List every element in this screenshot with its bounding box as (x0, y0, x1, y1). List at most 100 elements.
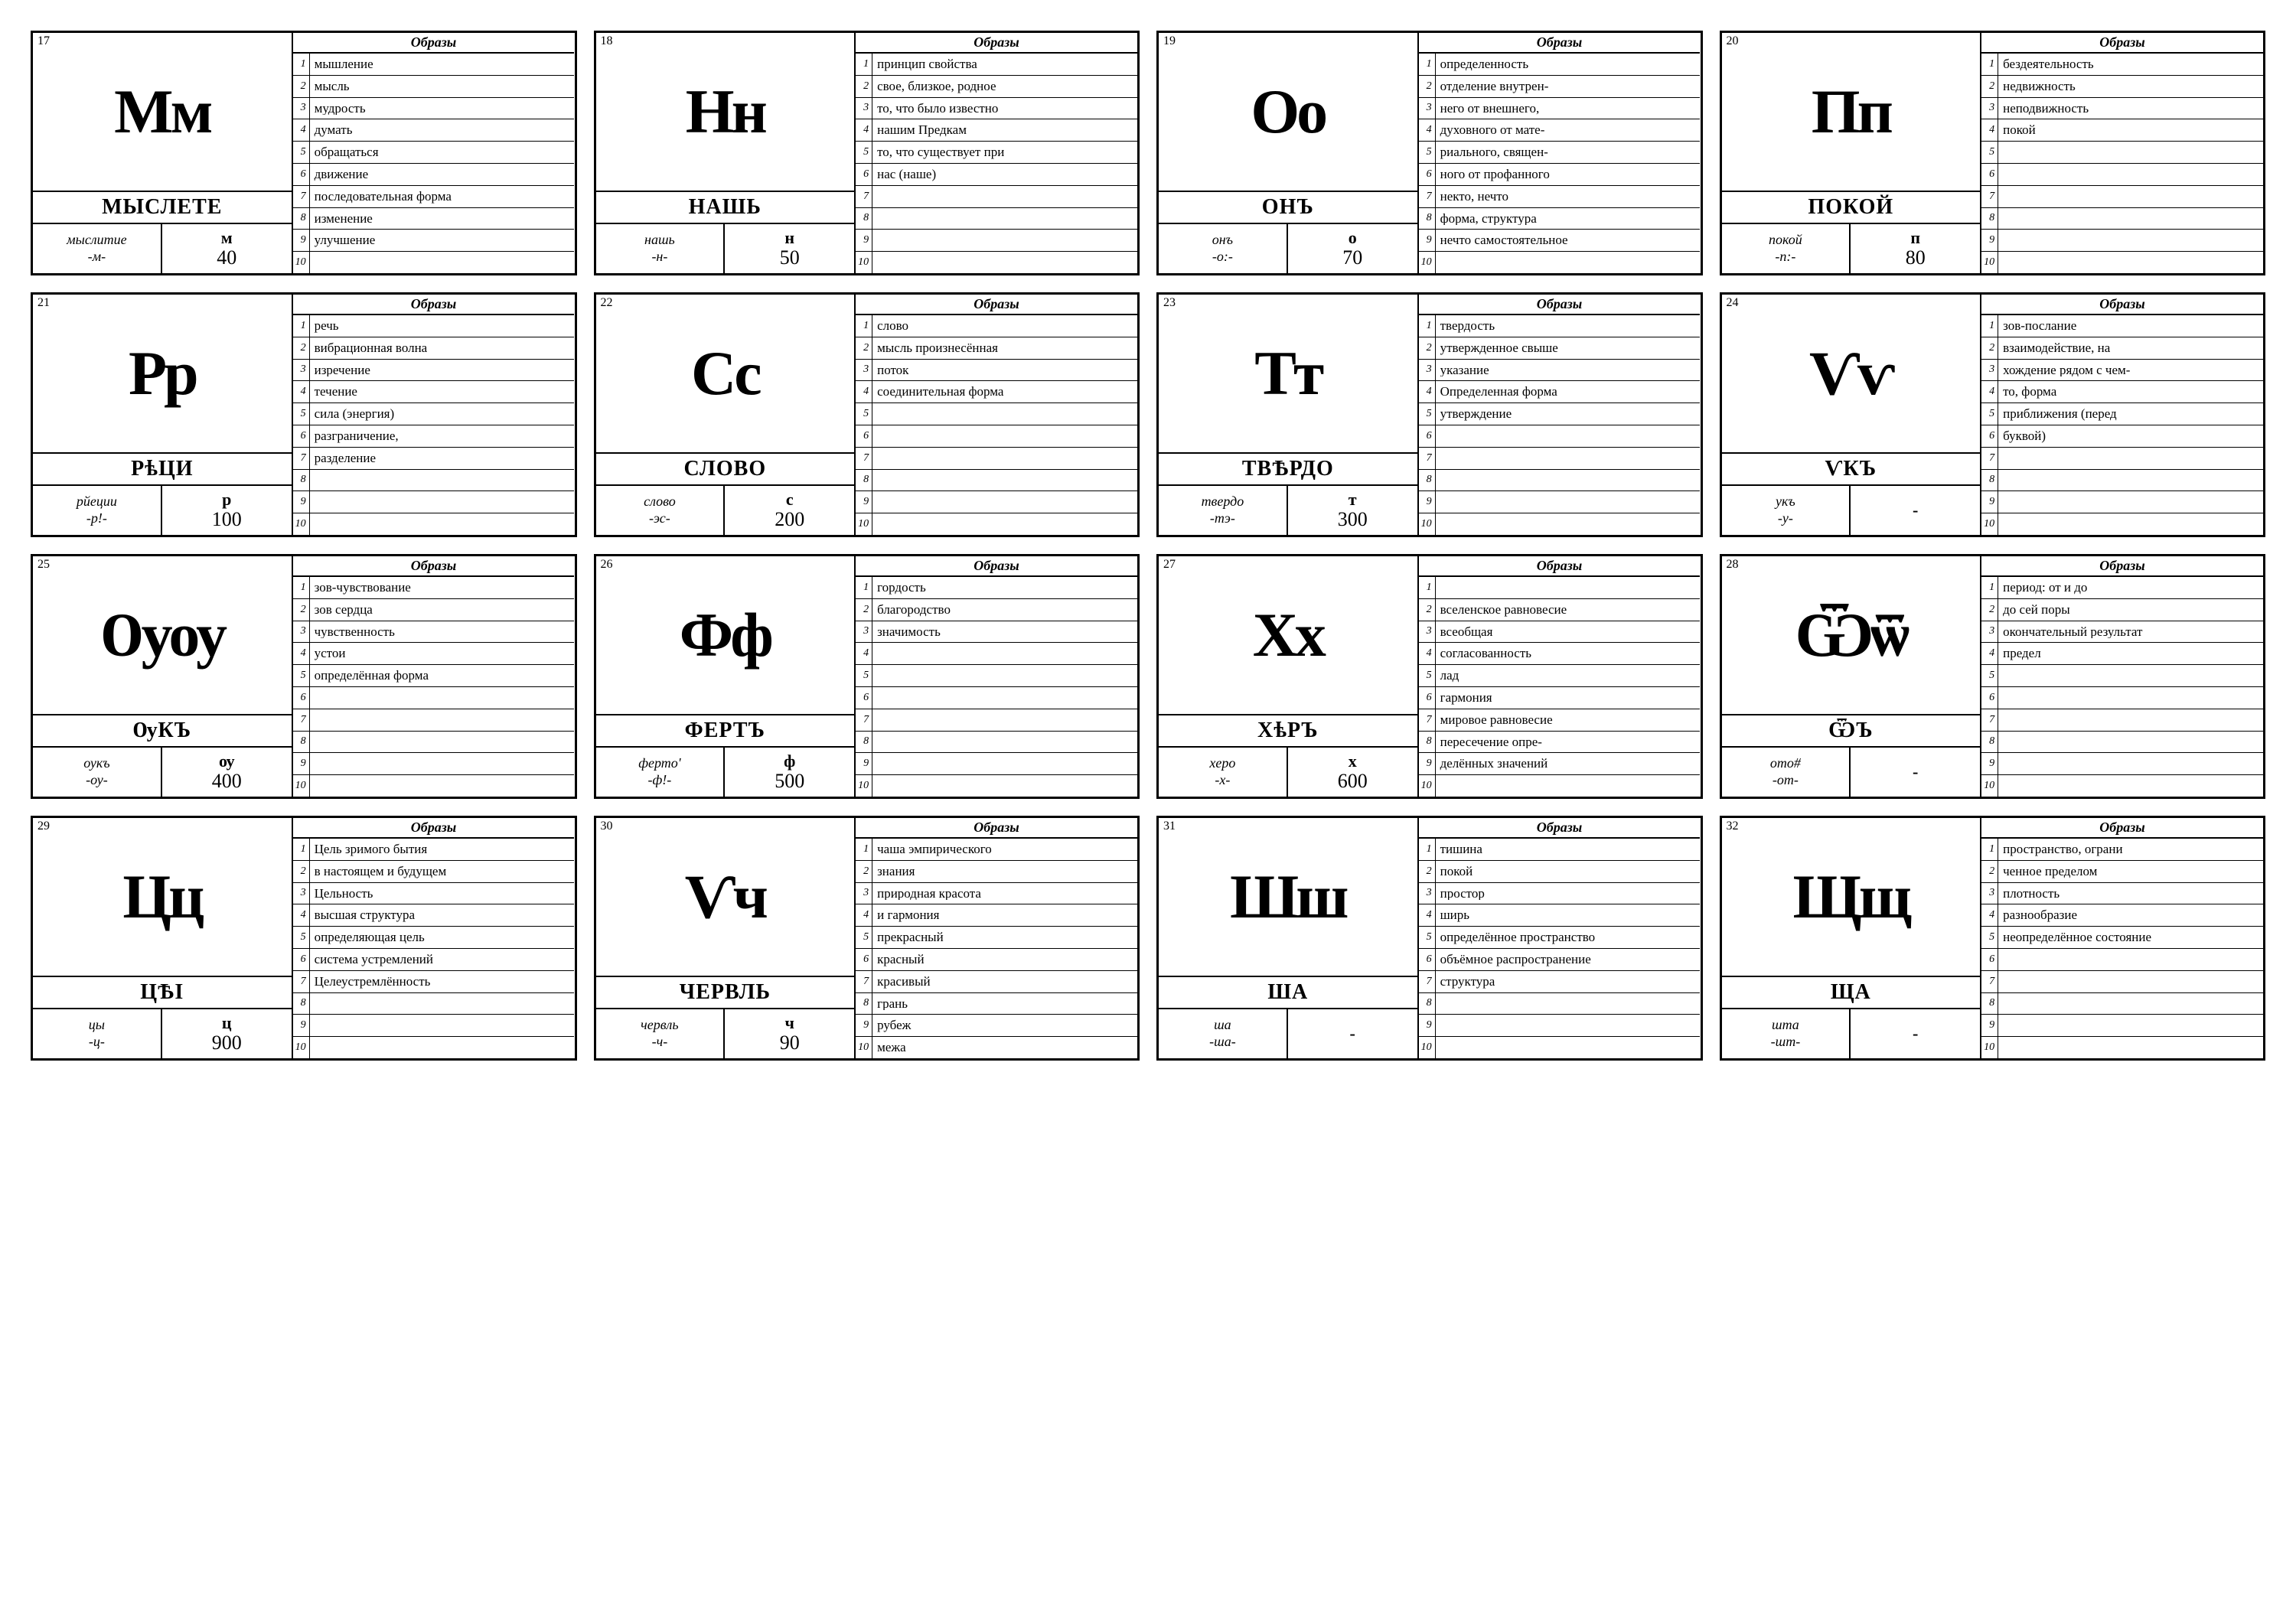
meaning-row: 7 (1981, 709, 2263, 732)
meaning-row: 4разнообразие (1981, 904, 2263, 927)
meaning-index: 5 (1419, 665, 1436, 686)
name-box: СЛОВО (596, 454, 855, 486)
letter-card: 20ПпПОКОЙпокой-п:-п80Образы1бездеятельно… (1720, 31, 2266, 275)
meaning-row: 9 (1981, 491, 2263, 513)
meaning-index: 10 (856, 775, 872, 797)
meaning-index: 7 (1981, 448, 1998, 469)
meanings-panel: Образы1чаша эмпирического2знания3природн… (856, 818, 1137, 1058)
meaning-index: 9 (1981, 230, 1998, 251)
letter-name: РѣЦИ (131, 457, 193, 481)
numeric-value: 90 (780, 1032, 800, 1054)
meaning-row: 1мышление (293, 54, 575, 76)
meaning-row: 1твердость (1419, 315, 1701, 337)
numeric-box: - (1851, 748, 1980, 797)
glyph: Нн (686, 80, 765, 143)
meaning-index: 4 (293, 643, 310, 664)
meaning-row: 2вселенское равновесие (1419, 599, 1701, 621)
meaning-index: 5 (293, 142, 310, 163)
meaning-row: 5 (1981, 665, 2263, 687)
meaning-row: 7 (1981, 971, 2263, 993)
meaning-row: 5определяющая цель (293, 927, 575, 949)
meaning-text: принцип свойства (872, 57, 1137, 71)
meaning-text: ширь (1436, 908, 1701, 922)
meaning-row: 3хождение рядом с чем- (1981, 360, 2263, 382)
meaning-text: покой (1998, 123, 2263, 137)
card-left: ШшШАша-ша-- (1159, 818, 1419, 1058)
meaning-text: чувственность (310, 625, 575, 639)
meaning-index: 4 (856, 643, 872, 664)
meanings-panel: Образы1определенность2отделение внутрен-… (1419, 33, 1701, 273)
meaning-index: 5 (1981, 665, 1998, 686)
meaning-row: 6 (293, 687, 575, 709)
pronunciation-box: рйеции-р!- (33, 486, 162, 535)
meaning-text: вселенское равновесие (1436, 603, 1701, 617)
meaning-row: 1принцип свойства (856, 54, 1137, 76)
meaning-row: 2свое, близкое, родное (856, 76, 1137, 98)
meaning-text: до сей поры (1998, 603, 2263, 617)
meaning-index: 2 (293, 76, 310, 97)
meaning-row: 2до сей поры (1981, 599, 2263, 621)
meaning-index: 9 (1419, 230, 1436, 251)
meanings-rows: 1чаша эмпирического2знания3природная кра… (856, 839, 1137, 1058)
meaning-row: 5прекрасный (856, 927, 1137, 949)
glyph: Ѵѵ (1809, 342, 1892, 405)
meaning-row: 1речь (293, 315, 575, 337)
card-left: ОоОНЪонъ-о:-о70 (1159, 33, 1419, 273)
meaning-row: 6нас (наше) (856, 164, 1137, 186)
meaning-row: 3чувственность (293, 621, 575, 644)
meaning-text: межа (872, 1041, 1137, 1054)
meanings-rows: 1зов-послание2взаимодействие, на3хождени… (1981, 315, 2263, 535)
meaning-row: 7 (1981, 448, 2263, 470)
pronunciation-2: -ша- (1209, 1034, 1236, 1051)
meaning-row: 4то, форма (1981, 381, 2263, 403)
meaning-row: 3него от внешнего, (1419, 98, 1701, 120)
meaning-index: 2 (1419, 861, 1436, 882)
meaning-index: 4 (1419, 643, 1436, 664)
letter-card: 31ШшШАша-ша--Образы1тишина2покой3простор… (1156, 816, 1703, 1061)
meaning-row: 8грань (856, 993, 1137, 1015)
meaning-row: 2покой (1419, 861, 1701, 883)
meanings-header: Образы (1981, 295, 2263, 315)
meaning-index: 1 (1981, 839, 1998, 860)
pronunciation-2: -ц- (89, 1034, 105, 1051)
meaning-index: 10 (293, 775, 310, 797)
pronunciation-1: покой (1769, 232, 1802, 249)
meaning-index: 8 (1981, 208, 1998, 230)
bottom-row: херо-х-х600 (1159, 748, 1417, 797)
pronunciation-2: -р!- (86, 510, 107, 527)
meaning-row: 5лад (1419, 665, 1701, 687)
meanings-panel: Образы1зов-послание2взаимодействие, на3х… (1981, 295, 2263, 535)
meanings-header: Образы (1981, 33, 2263, 54)
bottom-row: червль-ч-ч90 (596, 1009, 855, 1058)
meaning-text: пространство, ограни (1998, 842, 2263, 856)
meaning-row: 2в настоящем и будущем (293, 861, 575, 883)
meaning-index: 8 (1419, 732, 1436, 753)
letter-card: 32ЩщЩАшта-шт--Образы1пространство, огран… (1720, 816, 2266, 1061)
meaning-index: 5 (1981, 927, 1998, 948)
card-number: 26 (601, 558, 613, 572)
numeric-sign: ц (222, 1014, 232, 1032)
meaning-row: 5неопределённое состояние (1981, 927, 2263, 949)
meaning-index: 7 (293, 971, 310, 992)
card-left: РрРѣЦИрйеции-р!-р100 (33, 295, 293, 535)
meaning-row: 8 (293, 993, 575, 1015)
meaning-row: 3значимость (856, 621, 1137, 644)
numeric-value: 70 (1342, 247, 1362, 269)
meaning-index: 8 (293, 732, 310, 753)
bottom-row: шта-шт-- (1722, 1009, 1981, 1058)
numeric-box: с200 (725, 486, 854, 535)
card-number: 27 (1163, 558, 1176, 572)
card-left: ПпПОКОЙпокой-п:-п80 (1722, 33, 1982, 273)
meaning-index: 6 (1419, 687, 1436, 709)
meaning-index: 8 (1419, 993, 1436, 1015)
meanings-panel: Образы1пространство, ограни2ченное преде… (1981, 818, 2263, 1058)
meaning-text: улучшение (310, 233, 575, 247)
bottom-row: онъ-о:-о70 (1159, 224, 1417, 273)
meaning-index: 4 (293, 119, 310, 141)
card-number: 19 (1163, 34, 1176, 48)
meaning-index: 3 (1981, 98, 1998, 119)
meaning-row: 3плотность (1981, 883, 2263, 905)
meaning-row: 7Целеустремлённость (293, 971, 575, 993)
meaning-index: 10 (293, 513, 310, 535)
meaning-row: 6разграничение, (293, 425, 575, 448)
